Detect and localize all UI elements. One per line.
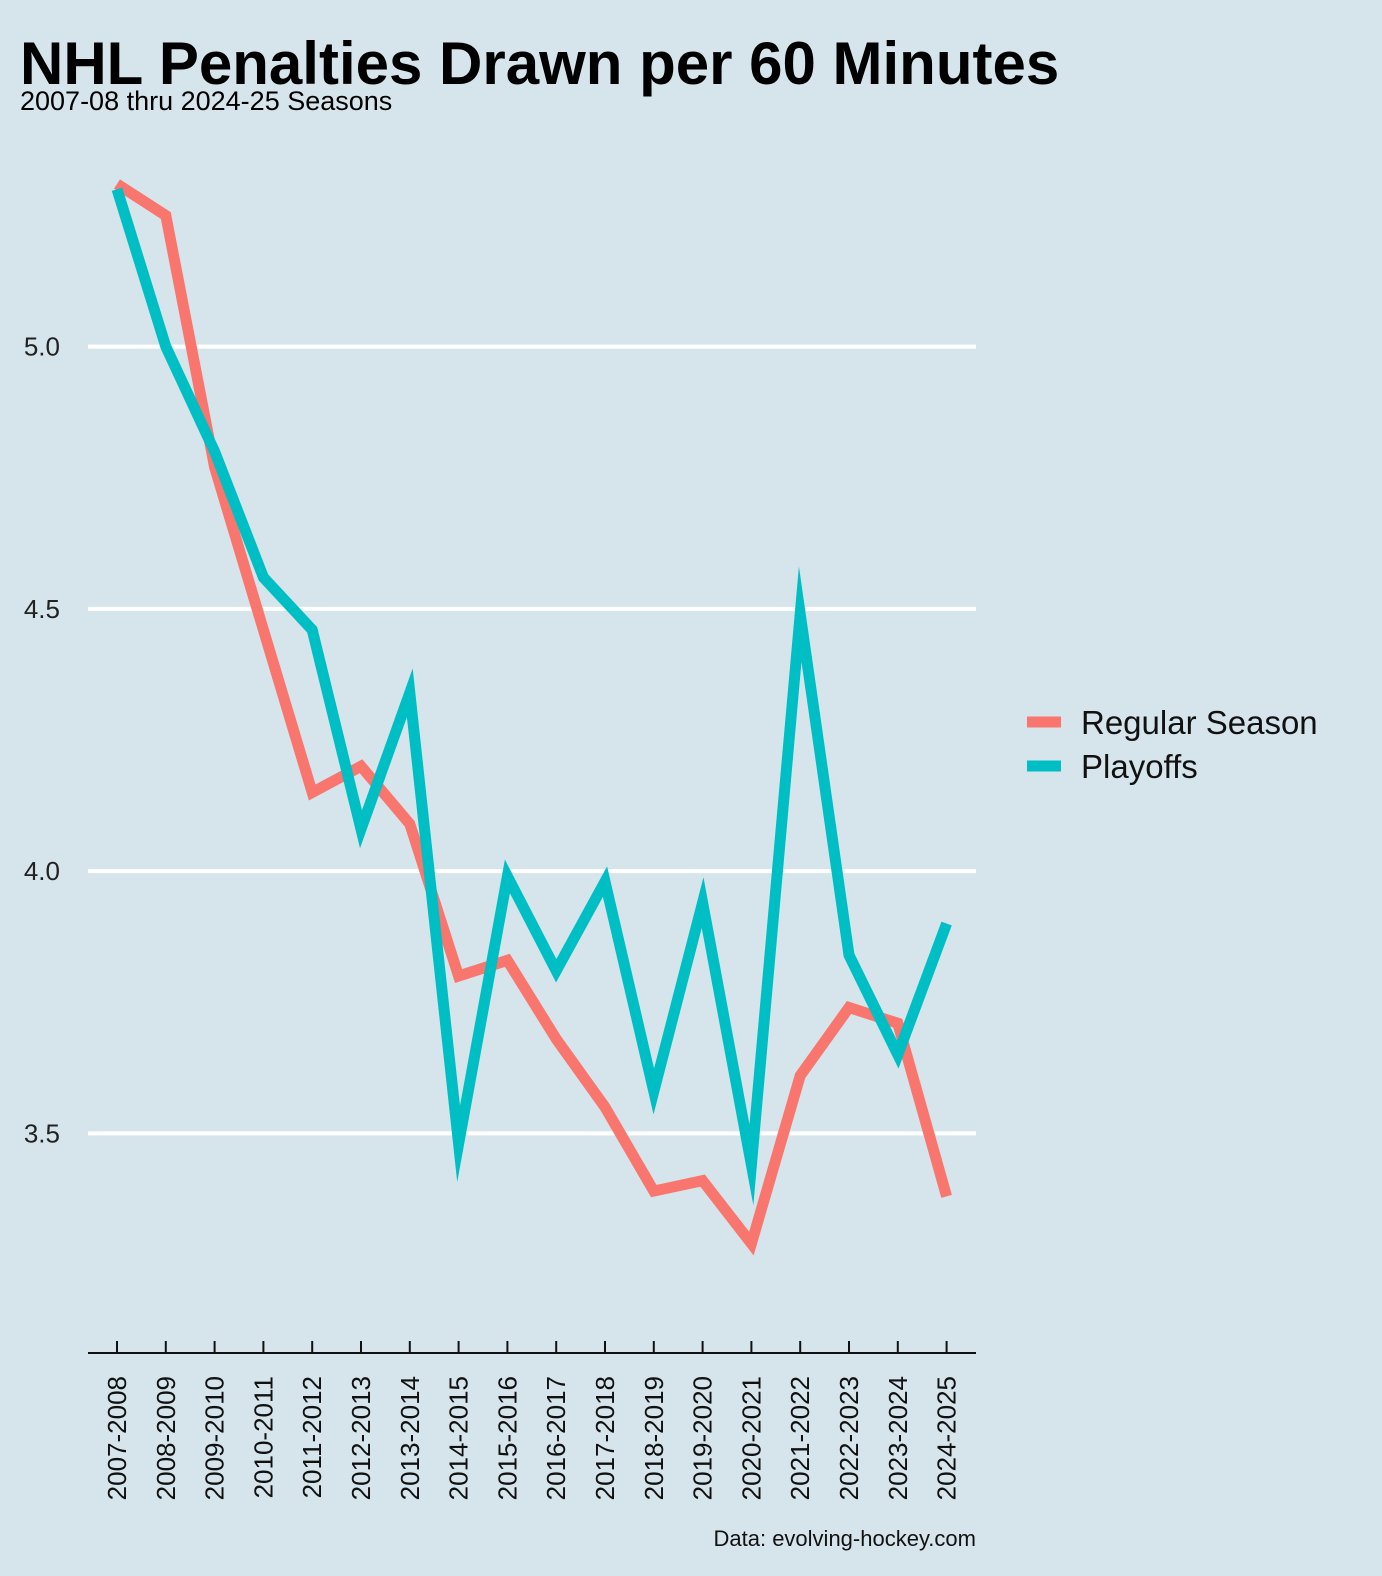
series-lines [111,179,952,1256]
legend: Regular Season Playoffs [1027,704,1318,785]
x-tick-label: 2012-2013 [346,1376,376,1500]
series-line-playoffs [111,187,952,1206]
gridlines [88,344,976,1136]
x-tick-label: 2019-2020 [688,1376,718,1500]
chart-title: NHL Penalties Drawn per 60 Minutes [20,30,1059,97]
x-tick-label: 2013-2014 [395,1376,425,1500]
x-tick-label: 2017-2018 [590,1376,620,1500]
y-tick-label: 4.0 [24,856,60,886]
x-tick-label: 2010-2011 [248,1376,278,1498]
x-tick-label: 2015-2016 [492,1376,522,1500]
legend-label: Playoffs [1081,748,1198,785]
x-tick-label: 2018-2019 [639,1376,669,1500]
y-tick-label: 3.5 [24,1118,60,1148]
x-tick-label: 2008-2009 [151,1376,181,1500]
chart-caption: Data: evolving-hockey.com [714,1526,977,1551]
x-tick-label: 2021-2022 [785,1376,815,1500]
x-tick-label: 2022-2023 [834,1376,864,1500]
series-line-regular-season [114,179,952,1256]
x-tick-label: 2007-2008 [102,1376,132,1500]
y-tick-label: 5.0 [24,332,60,362]
legend-label: Regular Season [1081,704,1318,741]
x-axis: 2007-2008 2008-2009 2009-2010 2010-2011 2011… [88,1341,976,1500]
y-tick-label: 4.5 [24,594,60,624]
x-tick-label: 2023-2024 [883,1376,913,1500]
x-tick-label: 2011-2012 [297,1376,327,1498]
x-tick-label: 2020-2021 [736,1376,766,1500]
x-tick-label: 2009-2010 [200,1376,230,1500]
y-axis-tick-labels: 3.5 4.0 4.5 5.0 [24,332,60,1149]
x-tick-label: 2014-2015 [444,1376,474,1500]
x-tick-label: 2016-2017 [541,1376,571,1500]
x-tick-label: 2024-2025 [932,1376,962,1500]
chart-subtitle: 2007-08 thru 2024-25 Seasons [20,86,392,116]
